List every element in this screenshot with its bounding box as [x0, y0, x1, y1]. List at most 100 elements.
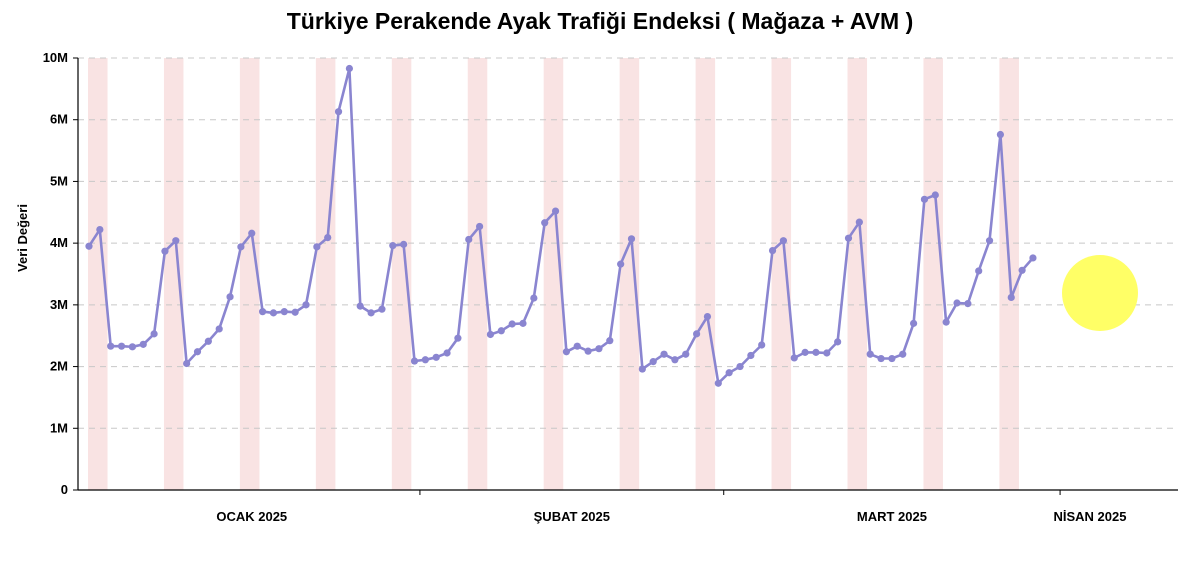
data-point — [530, 294, 538, 302]
data-point — [193, 348, 202, 356]
data-point — [117, 342, 126, 350]
data-point — [671, 356, 679, 364]
data-point — [931, 191, 939, 199]
data-point — [736, 362, 744, 371]
data-point — [985, 237, 994, 245]
data-point — [627, 235, 636, 243]
y-tick-label: 1M — [50, 420, 68, 435]
data-point — [334, 108, 343, 116]
weekend-band — [695, 58, 716, 490]
data-point — [899, 350, 907, 358]
data-point — [996, 130, 1005, 139]
data-point — [953, 299, 961, 307]
highlight-circle — [1062, 255, 1138, 331]
data-point — [269, 309, 278, 317]
data-point — [551, 207, 560, 215]
weekend-band — [163, 58, 184, 490]
data-point — [259, 308, 267, 316]
data-point — [519, 319, 527, 327]
weekend-band — [391, 58, 412, 490]
data-point — [649, 358, 657, 366]
data-point — [432, 353, 440, 361]
data-point — [595, 345, 603, 353]
x-tick-label: OCAK 2025 — [216, 509, 287, 524]
data-point — [476, 222, 484, 231]
data-point — [150, 330, 158, 338]
data-point — [790, 354, 798, 362]
data-point — [975, 267, 983, 275]
data-point — [378, 305, 386, 313]
data-point — [638, 365, 646, 373]
data-point — [888, 354, 896, 363]
weekend-band — [467, 58, 488, 490]
data-point — [562, 348, 571, 356]
data-point — [866, 350, 874, 358]
data-point — [910, 319, 918, 327]
series-layer — [85, 64, 1037, 387]
weekend-band — [619, 58, 640, 490]
data-point — [465, 235, 473, 244]
y-ticks: 0 1M 2M 3M 4M 5M 6M 10M — [43, 50, 78, 497]
data-point — [758, 341, 766, 349]
data-point — [606, 337, 614, 345]
data-point — [714, 379, 722, 387]
weekend-band — [847, 58, 868, 490]
data-point — [1018, 266, 1026, 274]
data-point — [942, 318, 950, 326]
data-point — [291, 308, 299, 316]
data-point — [855, 218, 863, 226]
data-point — [204, 337, 212, 345]
y-tick-label: 3M — [50, 297, 68, 312]
data-point — [237, 243, 245, 251]
data-point — [183, 359, 191, 368]
data-point — [844, 234, 853, 242]
data-point — [172, 237, 180, 245]
x-ticks: OCAK 2025 ŞUBAT 2025 MART 2025 NİSAN 2025 — [216, 490, 1126, 524]
data-point — [801, 348, 809, 356]
weekend-bands — [88, 58, 1019, 490]
data-point — [660, 350, 668, 358]
data-point — [128, 343, 136, 351]
weekend-band — [771, 58, 792, 490]
data-point — [400, 240, 408, 248]
data-point — [313, 243, 321, 251]
data-point — [1007, 293, 1015, 302]
y-tick-label: 4M — [50, 235, 68, 250]
data-point — [812, 348, 820, 356]
data-point — [486, 330, 495, 339]
axes — [77, 58, 1178, 491]
chart-title: Türkiye Perakende Ayak Trafiği Endeksi (… — [286, 8, 914, 34]
data-point — [877, 354, 885, 363]
data-point — [443, 349, 451, 357]
data-point — [248, 229, 256, 237]
data-point — [389, 242, 397, 250]
data-point — [617, 260, 625, 268]
data-point — [964, 300, 972, 308]
data-point — [779, 237, 788, 245]
data-point — [541, 219, 549, 227]
data-point — [324, 233, 332, 242]
data-point — [161, 247, 169, 255]
y-tick-label: 6M — [50, 112, 68, 127]
data-point — [497, 327, 505, 335]
y-axis-label: Veri Değeri — [15, 204, 30, 272]
data-point — [1029, 254, 1037, 262]
data-point — [345, 64, 353, 73]
data-point — [280, 308, 288, 316]
data-point — [768, 246, 777, 255]
x-tick-label: MART 2025 — [857, 509, 927, 524]
weekend-band — [88, 58, 108, 490]
data-point — [834, 338, 842, 346]
x-tick-label: ŞUBAT 2025 — [534, 509, 610, 524]
y-tick-label: 5M — [50, 173, 68, 188]
y-tick-label: 0 — [61, 482, 68, 497]
data-point — [302, 301, 310, 309]
data-point — [573, 342, 581, 350]
data-point — [410, 357, 419, 365]
weekend-band — [315, 58, 336, 490]
data-point — [107, 342, 115, 350]
data-point — [226, 293, 234, 301]
data-point — [356, 302, 364, 310]
data-point — [703, 312, 712, 321]
